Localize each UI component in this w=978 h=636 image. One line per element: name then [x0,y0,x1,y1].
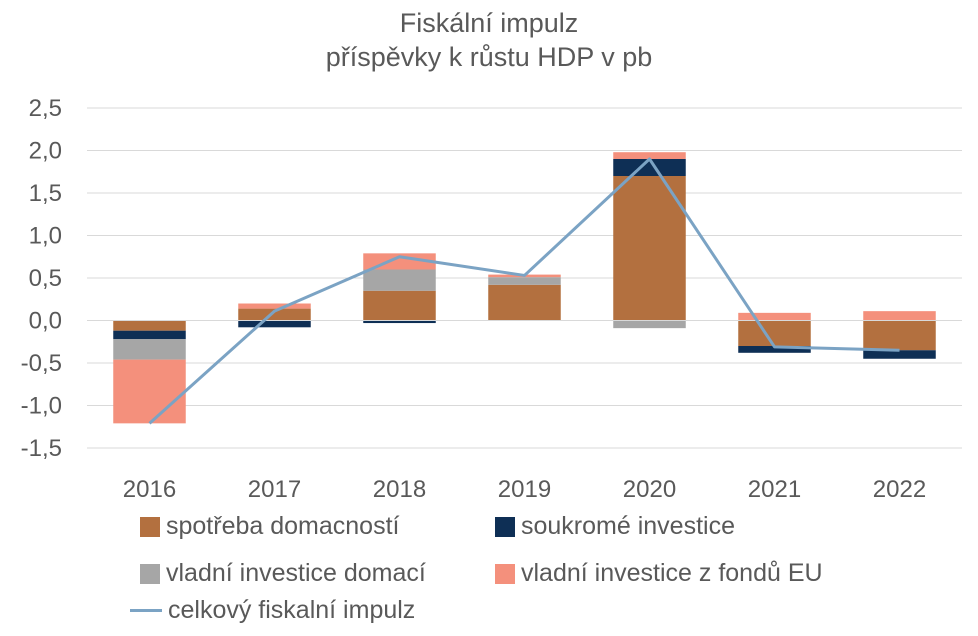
bar-segment [238,303,311,309]
bar-segment [863,311,936,321]
y-tick-label: -1,0 [21,393,62,420]
y-tick-label: 0,0 [29,308,62,335]
legend-label-consumption: spotřeba domacností [166,512,400,540]
bar-segment [613,152,686,159]
legend-swatch-private-investment [495,516,515,537]
x-tick-label: 2019 [498,476,551,503]
x-tick-label: 2016 [123,476,176,503]
bar-segment [363,290,436,321]
bar-segment [863,320,936,351]
chart-title: Fiskální impulz [399,8,579,38]
bar-segment [113,330,186,340]
legend-label-private-investment: soukromé investice [521,512,735,540]
bar-segment [238,308,311,321]
chart-title-block: Fiskální impulz příspěvky k růstu HDP v … [0,6,978,74]
axis-labels: -1,5 -1,0 -0,5 0,0 0,5 1,0 1,5 2,0 2,5 2016 2017 20… [21,95,962,503]
x-tick-label: 2018 [373,476,426,503]
y-tick-label: 0,5 [29,265,62,292]
bar-segment [613,320,686,329]
bar-segment [363,320,436,324]
bar-segment [113,339,186,360]
legend-label-gov-domestic: vladní investice domací [166,559,426,587]
bar-segment [488,277,561,285]
bar-segment [363,269,436,291]
bar-segment [738,320,811,346]
y-tick-label: -1,5 [21,435,62,462]
y-tick-label: 2,0 [29,138,62,165]
legend-swatch-gov-eu [495,563,515,584]
bar-segment [488,284,561,321]
legend-line-total-impulse [130,609,162,612]
total-impulse-line [148,157,900,425]
legend-label-total-impulse: celkový fiskalní impulz [168,596,416,624]
legend-item-gov-eu: vladní investice z fondů EU [495,559,823,588]
chart-subtitle: příspěvky k růstu HDP v pb [325,42,653,72]
x-tick-label: 2022 [873,476,926,503]
legend-swatch-consumption [140,516,160,537]
legend-item-private-investment: soukromé investice [495,512,735,541]
bar-segment [863,350,936,359]
bar-segment [113,359,186,424]
x-tick-label: 2020 [623,476,676,503]
bar-segment [113,320,186,331]
legend-item-gov-domestic: vladní investice domací [140,559,426,588]
y-tick-label: 1,0 [29,223,62,250]
bar-segment [738,312,811,321]
legend-label-gov-eu: vladní investice z fondů EU [521,559,823,587]
x-tick-label: 2021 [748,476,801,503]
y-tick-label: -0,5 [21,350,62,377]
y-tick-label: 2,5 [29,95,62,122]
bar-segment [738,346,811,353]
bars [113,152,936,424]
legend-item-consumption: spotřeba domacností [140,512,399,541]
legend-item-total-impulse: celkový fiskalní impulz [130,596,415,625]
bar-segment [238,320,311,328]
x-tick-label: 2017 [248,476,301,503]
total-impulse-line-layer [148,157,900,425]
bar-segment [613,176,686,321]
bar-segment [613,159,686,176]
legend-swatch-gov-domestic [140,563,160,584]
y-tick-label: 1,5 [29,180,62,207]
